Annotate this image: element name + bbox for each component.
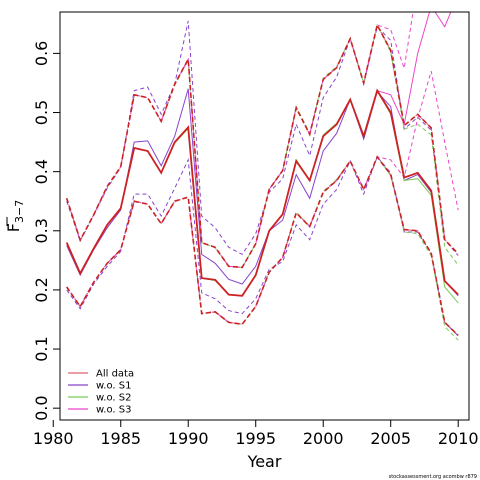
y-axis-title-main: F bbox=[4, 223, 23, 232]
legend-label-3: w.o. S3 bbox=[96, 405, 131, 416]
x-tick-label-2005: 2005 bbox=[370, 429, 411, 448]
y-tick-label-0.5: 0.5 bbox=[32, 100, 51, 125]
series-all-data-upper-ci-overlay bbox=[65, 22, 459, 269]
legend-label-1: w.o. S1 bbox=[96, 381, 131, 392]
y-tick-label-0.2: 0.2 bbox=[32, 277, 51, 302]
series-w-o-s3-upper-ci bbox=[66, 12, 414, 268]
y-tick-label-0.1: 0.1 bbox=[32, 336, 51, 361]
x-tick-label-1995: 1995 bbox=[235, 429, 276, 448]
x-tick-label-1985: 1985 bbox=[100, 429, 141, 448]
y-axis: 0.0 0.1 0.2 0.3 0.4 0.5 0.6 bbox=[32, 41, 60, 421]
plot-frame bbox=[59, 11, 470, 421]
y-tick-label-0.4: 0.4 bbox=[32, 159, 51, 184]
y-axis-title: F3−7 bbox=[4, 200, 26, 232]
legend-label-2: w.o. S2 bbox=[96, 393, 131, 404]
y-tick-label-0.3: 0.3 bbox=[32, 218, 51, 243]
y-tick-label-0.6: 0.6 bbox=[32, 41, 51, 66]
x-axis-title: Year bbox=[247, 452, 282, 471]
series-w-o-s1-line bbox=[66, 88, 459, 297]
legend-label-0: All data bbox=[96, 369, 134, 380]
series-all-data-line-overlay bbox=[65, 88, 459, 297]
svg-text:F3−7: F3−7 bbox=[4, 200, 26, 232]
series-w-o-s3-lower-ci bbox=[66, 70, 459, 325]
x-tick-label-2010: 2010 bbox=[438, 429, 479, 448]
x-axis: 1980 1985 1990 1995 2000 2005 2010 bbox=[33, 420, 479, 448]
series-layer bbox=[65, 12, 459, 341]
x-tick-label-1990: 1990 bbox=[168, 429, 209, 448]
x-tick-label-1980: 1980 bbox=[33, 429, 74, 448]
credit-text: stockassessment.org acombw r879 bbox=[389, 474, 477, 480]
series-all-data-lower-ci-overlay bbox=[66, 155, 459, 336]
x-tick-label-2000: 2000 bbox=[303, 429, 344, 448]
y-tick-label-0.0: 0.0 bbox=[32, 395, 51, 420]
y-axis-title-subscript: 3−7 bbox=[13, 200, 26, 223]
